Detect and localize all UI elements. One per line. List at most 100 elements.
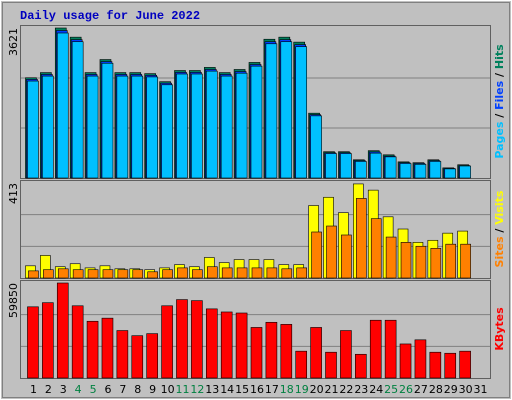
bar xyxy=(206,266,218,279)
bar xyxy=(295,46,308,179)
bar xyxy=(42,302,54,379)
bar xyxy=(340,330,352,379)
x-tick-label: 10 xyxy=(161,383,175,396)
bar xyxy=(325,153,337,179)
bar xyxy=(177,267,188,279)
bar xyxy=(72,269,84,279)
bar xyxy=(265,43,278,179)
legend: Sites / Visits xyxy=(493,190,506,267)
bar xyxy=(146,76,158,179)
bar xyxy=(444,352,457,379)
bar xyxy=(161,84,173,179)
bar xyxy=(459,165,471,179)
bar xyxy=(131,75,144,179)
bar xyxy=(176,73,188,179)
bar xyxy=(71,41,84,179)
legend-separator: / xyxy=(493,110,506,122)
bar xyxy=(146,333,158,379)
bar xyxy=(251,267,263,279)
x-tick-label: 1 xyxy=(30,383,37,396)
bar xyxy=(341,234,352,279)
bar xyxy=(400,242,412,279)
bar xyxy=(192,269,203,279)
bar xyxy=(205,308,218,379)
y-tick-label: 3621 xyxy=(7,28,20,56)
bar xyxy=(27,80,39,179)
bar xyxy=(221,267,233,279)
legend-entry: Files xyxy=(493,80,506,110)
bar xyxy=(296,267,308,279)
bar xyxy=(429,161,442,179)
x-tick-label: 8 xyxy=(134,383,141,396)
x-tick-label: 30 xyxy=(459,383,473,396)
bar xyxy=(162,269,173,279)
legend-entry: Hits xyxy=(493,44,506,69)
x-tick-label: 18 xyxy=(280,383,294,396)
bar xyxy=(266,267,278,279)
bar xyxy=(310,115,322,179)
legend-entry: KBytes xyxy=(493,307,506,351)
bar xyxy=(102,269,114,279)
legend-separator: / xyxy=(493,69,506,81)
bar xyxy=(236,267,248,279)
legend: KBytes xyxy=(493,307,506,351)
bar xyxy=(459,350,471,379)
x-tick-label: 16 xyxy=(250,383,264,396)
bar xyxy=(42,75,54,179)
bar xyxy=(235,312,248,379)
bar xyxy=(355,161,367,179)
x-tick-label: 11 xyxy=(175,383,189,396)
bar xyxy=(280,324,293,379)
bar xyxy=(235,72,248,179)
bar xyxy=(325,351,337,379)
bar xyxy=(220,311,233,379)
x-tick-label: 6 xyxy=(104,383,111,396)
bar xyxy=(460,243,471,279)
x-tick-label: 19 xyxy=(295,383,309,396)
bar xyxy=(415,245,427,279)
bar xyxy=(414,339,427,379)
x-tick-label: 12 xyxy=(190,383,204,396)
bar xyxy=(356,198,367,279)
bar xyxy=(28,270,39,279)
bar xyxy=(384,319,397,379)
bar xyxy=(250,327,263,379)
x-tick-label: 4 xyxy=(75,383,82,396)
x-tick-label: 15 xyxy=(235,383,249,396)
bar xyxy=(414,164,427,179)
legend-entry: Pages xyxy=(493,121,506,159)
bar xyxy=(86,75,99,179)
bar xyxy=(340,153,352,179)
bar xyxy=(280,41,293,179)
bar xyxy=(384,156,397,179)
bar xyxy=(27,306,39,379)
bar xyxy=(132,269,144,279)
bar xyxy=(43,269,54,279)
bar xyxy=(147,271,158,279)
bar xyxy=(369,319,382,379)
bar xyxy=(326,225,337,279)
x-tick-label: 22 xyxy=(339,383,353,396)
bar xyxy=(445,243,457,279)
x-tick-label: 5 xyxy=(90,383,97,396)
bar xyxy=(101,317,114,379)
bar xyxy=(429,351,442,379)
bar xyxy=(117,269,129,279)
x-tick-label: 27 xyxy=(414,383,428,396)
chart-title: Daily usage for June 2022 xyxy=(20,9,200,23)
bar xyxy=(385,236,397,279)
x-tick-label: 13 xyxy=(205,383,219,396)
bar xyxy=(220,75,233,179)
bar xyxy=(56,282,69,379)
bar xyxy=(131,335,144,379)
x-tick-label: 23 xyxy=(354,383,368,396)
legend: Pages / Files / Hits xyxy=(493,44,506,159)
bar xyxy=(399,163,412,179)
bar xyxy=(281,268,293,279)
x-tick-label: 29 xyxy=(444,383,458,396)
legend-entry: Sites xyxy=(493,236,506,267)
bar xyxy=(370,218,382,279)
bar xyxy=(295,350,308,379)
bar xyxy=(71,305,84,379)
